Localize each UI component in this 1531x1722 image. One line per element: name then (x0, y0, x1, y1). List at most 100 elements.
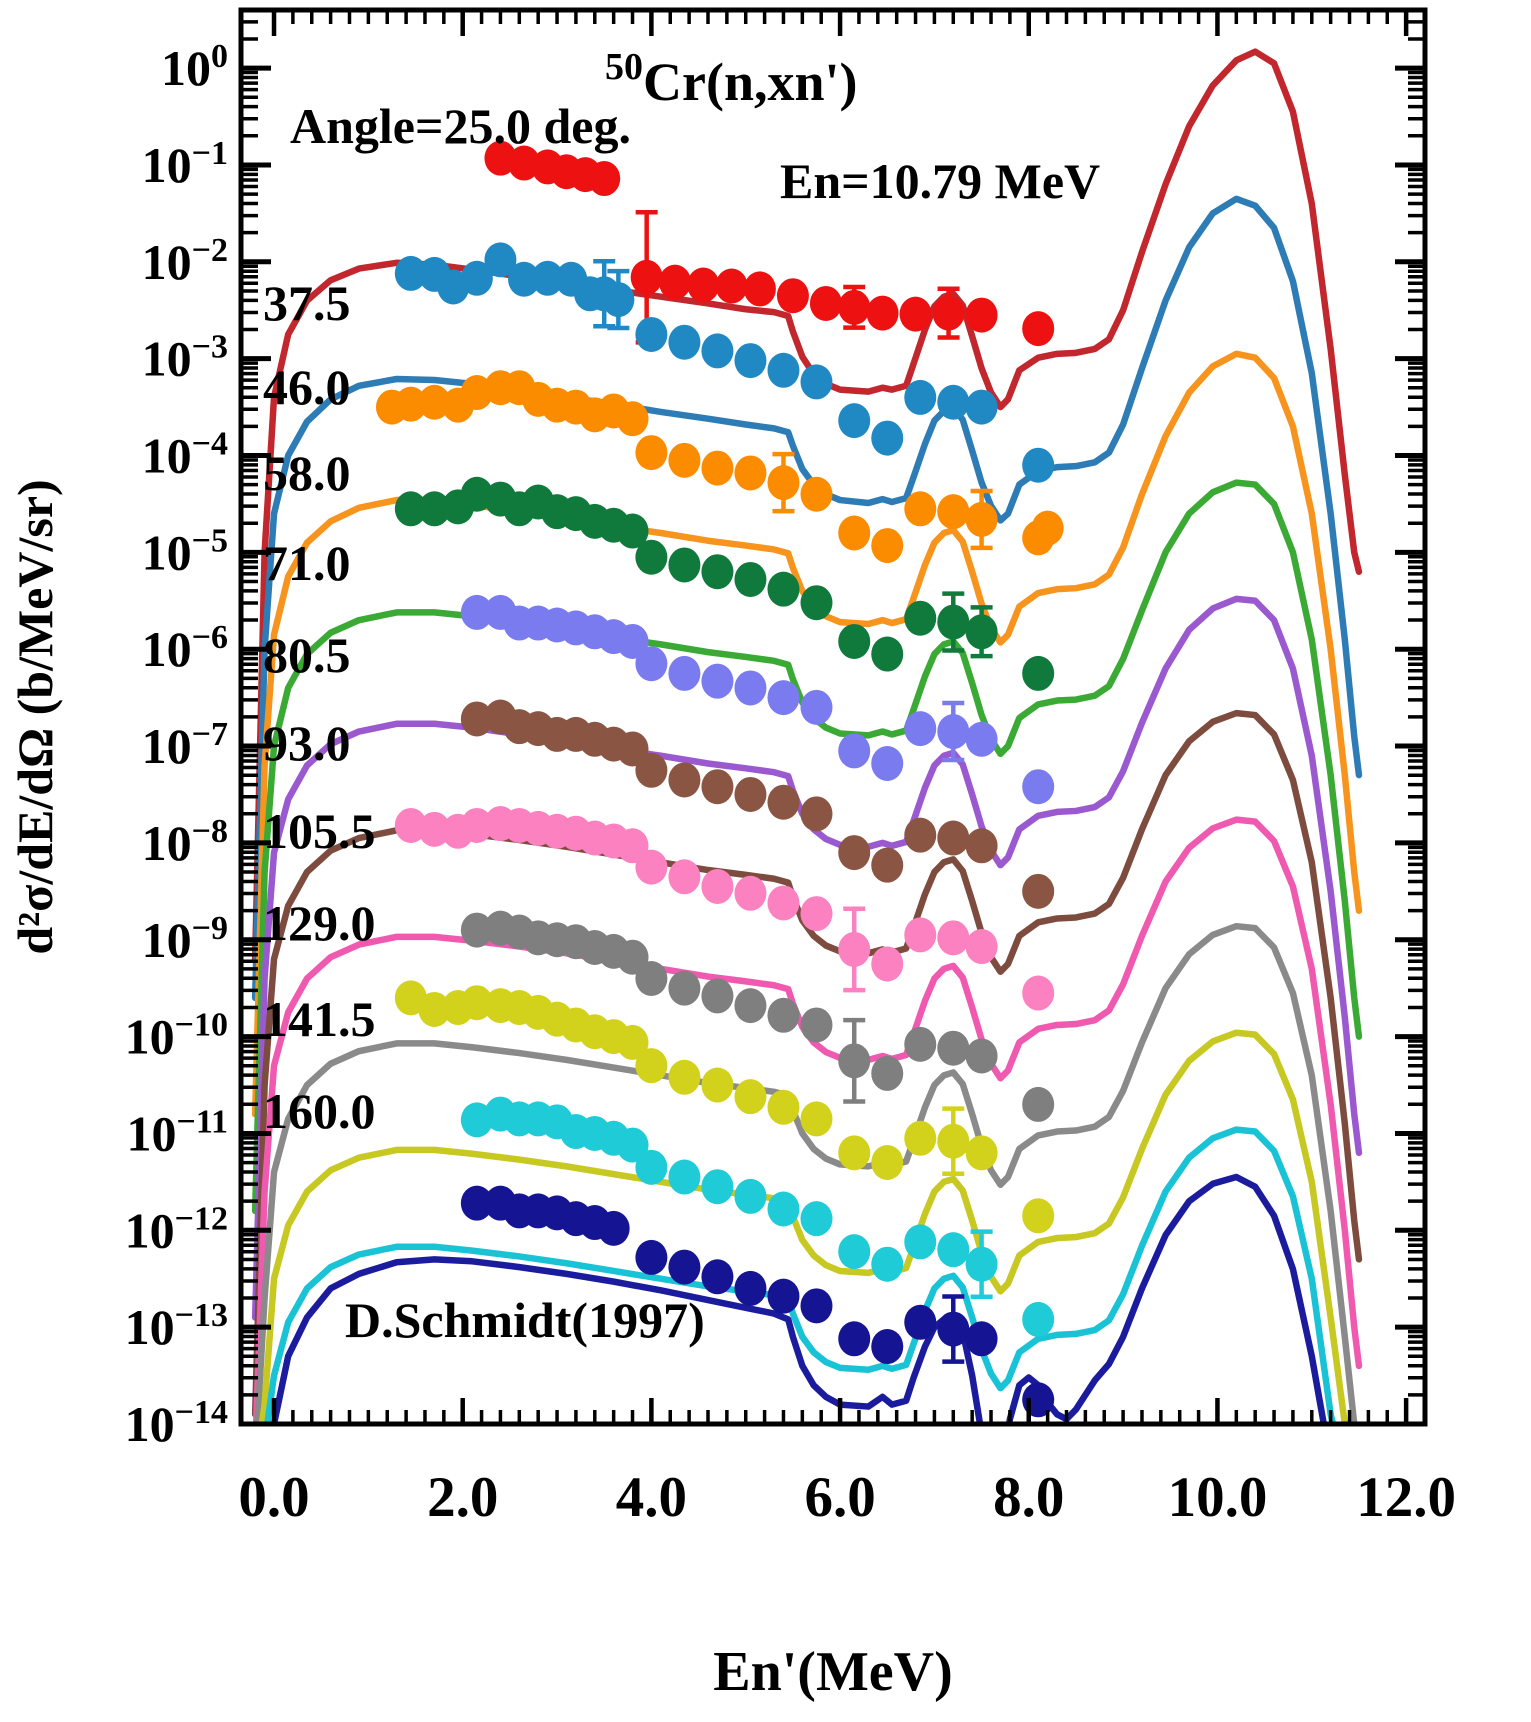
svg-text:10−1: 10−1 (142, 134, 228, 193)
data-point-37.5 (838, 403, 871, 439)
data-point-105.5 (937, 1030, 970, 1066)
data-point-37.5 (635, 316, 668, 352)
data-point-37.5 (460, 260, 493, 296)
svg-text:100: 100 (161, 38, 228, 97)
data-point-129.0 (838, 1135, 871, 1171)
data-point-25.0 (588, 161, 621, 197)
data-point-129.0 (767, 1089, 800, 1125)
data-point-46.0 (965, 501, 998, 537)
data-point-141.5 (701, 1169, 734, 1205)
data-point-46.0 (616, 401, 649, 437)
data-point-129.0 (616, 1024, 649, 1060)
series-angle-label-105.5: 105.5 (263, 803, 376, 859)
data-point-160.0 (701, 1259, 734, 1295)
svg-text:10−9: 10−9 (142, 909, 228, 968)
data-point-160.0 (800, 1288, 833, 1324)
data-point-37.5 (734, 343, 767, 379)
y-tick-label: 10−10 (125, 1006, 228, 1065)
data-point-129.0 (701, 1067, 734, 1103)
data-point-37.5 (531, 260, 564, 296)
data-point-71.0 (460, 594, 493, 630)
data-point-160.0 (460, 1185, 493, 1221)
data-point-71.0 (616, 623, 649, 659)
y-tick-label: 10−2 (142, 231, 228, 290)
x-tick-label: 10.0 (1168, 1466, 1268, 1529)
data-point-58.0 (668, 547, 701, 583)
data-point-25.0 (866, 295, 899, 331)
data-point-93.0 (394, 807, 427, 843)
data-point-37.5 (1022, 447, 1055, 483)
series-angle-label-58.0: 58.0 (263, 445, 351, 501)
svg-text:10−4: 10−4 (142, 425, 228, 484)
data-point-25.0 (965, 297, 998, 333)
data-point-105.5 (767, 997, 800, 1033)
data-point-25.0 (809, 285, 842, 321)
svg-text:10−11: 10−11 (127, 1103, 229, 1162)
svg-text:10−14: 10−14 (125, 1394, 228, 1453)
svg-text:10−5: 10−5 (142, 522, 228, 581)
data-point-141.5 (937, 1232, 970, 1268)
series-angle-label-93.0: 93.0 (263, 715, 351, 771)
data-point-141.5 (767, 1191, 800, 1227)
data-point-141.5 (1022, 1301, 1055, 1337)
data-point-141.5 (616, 1127, 649, 1163)
data-point-141.5 (800, 1201, 833, 1237)
data-point-80.5 (701, 769, 734, 805)
data-point-141.5 (838, 1234, 871, 1270)
data-point-46.0 (767, 465, 800, 501)
data-point-25.0 (715, 268, 748, 304)
data-point-46.0 (701, 450, 734, 486)
data-point-25.0 (899, 296, 932, 332)
data-point-129.0 (635, 1048, 668, 1084)
curve-129.0 (258, 1029, 1349, 1424)
data-point-71.0 (1022, 769, 1055, 805)
svg-text:10−3: 10−3 (142, 328, 228, 387)
data-point-160.0 (871, 1329, 904, 1365)
data-point-105.5 (701, 978, 734, 1014)
data-point-25.0 (687, 267, 720, 303)
data-point-80.5 (904, 817, 937, 853)
data-point-46.0 (734, 455, 767, 491)
y-tick-label: 10−3 (142, 328, 228, 387)
chart-title: 50Cr(n,xn') (605, 46, 858, 112)
data-point-129.0 (904, 1120, 937, 1156)
data-point-25.0 (838, 289, 871, 325)
data-point-129.0 (871, 1145, 904, 1181)
axis-ticks-layer (241, 10, 1425, 1427)
data-point-46.0 (871, 528, 904, 564)
data-point-80.5 (937, 820, 970, 856)
data-point-25.0 (508, 145, 541, 181)
data-point-46.0 (937, 494, 970, 530)
data-point-105.5 (904, 1026, 937, 1062)
data-point-58.0 (734, 561, 767, 597)
data-point-71.0 (871, 745, 904, 781)
svg-text:10−8: 10−8 (142, 812, 228, 871)
x-tick-label: 6.0 (804, 1466, 875, 1529)
data-point-160.0 (734, 1270, 767, 1306)
y-tick-label: 10−14 (125, 1394, 228, 1453)
data-point-105.5 (668, 970, 701, 1006)
data-point-105.5 (460, 912, 493, 948)
data-point-71.0 (800, 689, 833, 725)
data-point-80.5 (800, 796, 833, 832)
data-point-160.0 (965, 1321, 998, 1357)
data-point-46.0 (800, 476, 833, 512)
data-point-93.0 (800, 896, 833, 932)
data-point-80.5 (767, 784, 800, 820)
x-tick-label: 0.0 (238, 1466, 309, 1529)
data-point-71.0 (965, 721, 998, 757)
svg-text:10−12: 10−12 (125, 1200, 228, 1259)
data-point-58.0 (635, 539, 668, 575)
data-point-93.0 (937, 920, 970, 956)
data-point-46.0 (838, 515, 871, 551)
data-point-46.0 (668, 442, 701, 478)
data-point-25.0 (743, 271, 776, 307)
data-point-71.0 (734, 670, 767, 706)
data-point-37.5 (668, 324, 701, 360)
data-point-71.0 (937, 714, 970, 750)
data-point-141.5 (965, 1246, 998, 1282)
data-point-71.0 (635, 646, 668, 682)
data-point-46.0 (394, 386, 427, 422)
y-tick-label: 10−5 (142, 522, 228, 581)
